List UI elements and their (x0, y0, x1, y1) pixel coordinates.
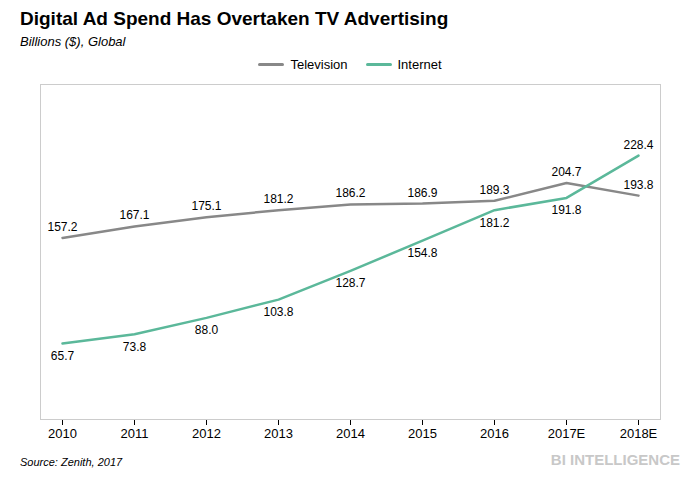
svg-text:88.0: 88.0 (195, 323, 219, 337)
svg-text:73.8: 73.8 (123, 340, 147, 354)
html-text:Source: Zenith, 2017: Source: Zenith, 2017 (20, 456, 123, 468)
svg-text:2018E: 2018E (620, 426, 658, 441)
svg-text:2014: 2014 (336, 426, 365, 441)
svg-text:2015: 2015 (408, 426, 437, 441)
svg-text:157.2: 157.2 (47, 220, 77, 234)
svg-text:186.2: 186.2 (335, 186, 365, 200)
svg-text:167.1: 167.1 (119, 208, 149, 222)
html-text:Television: Television (290, 57, 348, 72)
svg-text:181.2: 181.2 (263, 192, 293, 206)
svg-text:2011: 2011 (121, 426, 149, 441)
svg-text:175.1: 175.1 (191, 199, 221, 213)
html-text:Billions ($), Global: Billions ($), Global (20, 34, 126, 49)
svg-text:189.3: 189.3 (479, 183, 509, 197)
svg-text:154.8: 154.8 (407, 246, 437, 260)
svg-text:103.8: 103.8 (263, 305, 293, 319)
svg-text:2016: 2016 (480, 426, 509, 441)
svg-text:2012: 2012 (192, 426, 221, 441)
svg-text:181.2: 181.2 (479, 216, 509, 230)
html-text:Internet: Internet (397, 57, 442, 72)
svg-text:2010: 2010 (48, 426, 77, 441)
svg-text:191.8: 191.8 (551, 203, 581, 217)
svg-text:65.7: 65.7 (51, 349, 75, 363)
svg-text:204.7: 204.7 (551, 165, 581, 179)
svg-text:2013: 2013 (264, 426, 293, 441)
svg-text:2017E: 2017E (548, 426, 586, 441)
svg-text:186.9: 186.9 (407, 186, 437, 200)
svg-text:193.8: 193.8 (623, 178, 653, 192)
svg-text:128.7: 128.7 (335, 276, 365, 290)
svg-text:228.4: 228.4 (623, 138, 653, 152)
html-text:Digital Ad Spend Has Overtaken: Digital Ad Spend Has Overtaken TV Advert… (20, 8, 449, 29)
html-text:BI INTELLIGENCE: BI INTELLIGENCE (550, 451, 680, 468)
